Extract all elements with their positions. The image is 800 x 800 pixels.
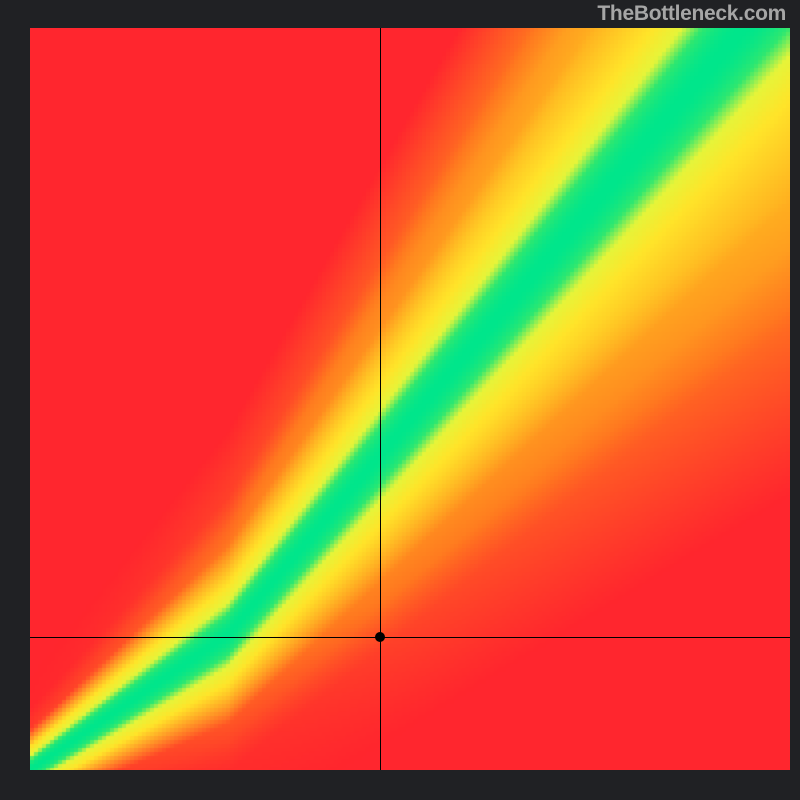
crosshair-horizontal [30, 637, 790, 638]
crosshair-marker-dot [375, 632, 385, 642]
crosshair-vertical [380, 28, 381, 770]
heatmap-plot [30, 28, 790, 770]
watermark-text: TheBottleneck.com [597, 2, 786, 26]
heatmap-canvas [30, 28, 790, 770]
